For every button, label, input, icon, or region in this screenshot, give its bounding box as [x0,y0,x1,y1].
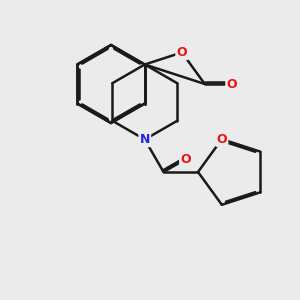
Text: O: O [217,133,227,146]
Text: O: O [180,153,191,166]
Text: O: O [177,46,187,59]
Text: N: N [140,133,150,146]
Text: O: O [226,77,237,91]
